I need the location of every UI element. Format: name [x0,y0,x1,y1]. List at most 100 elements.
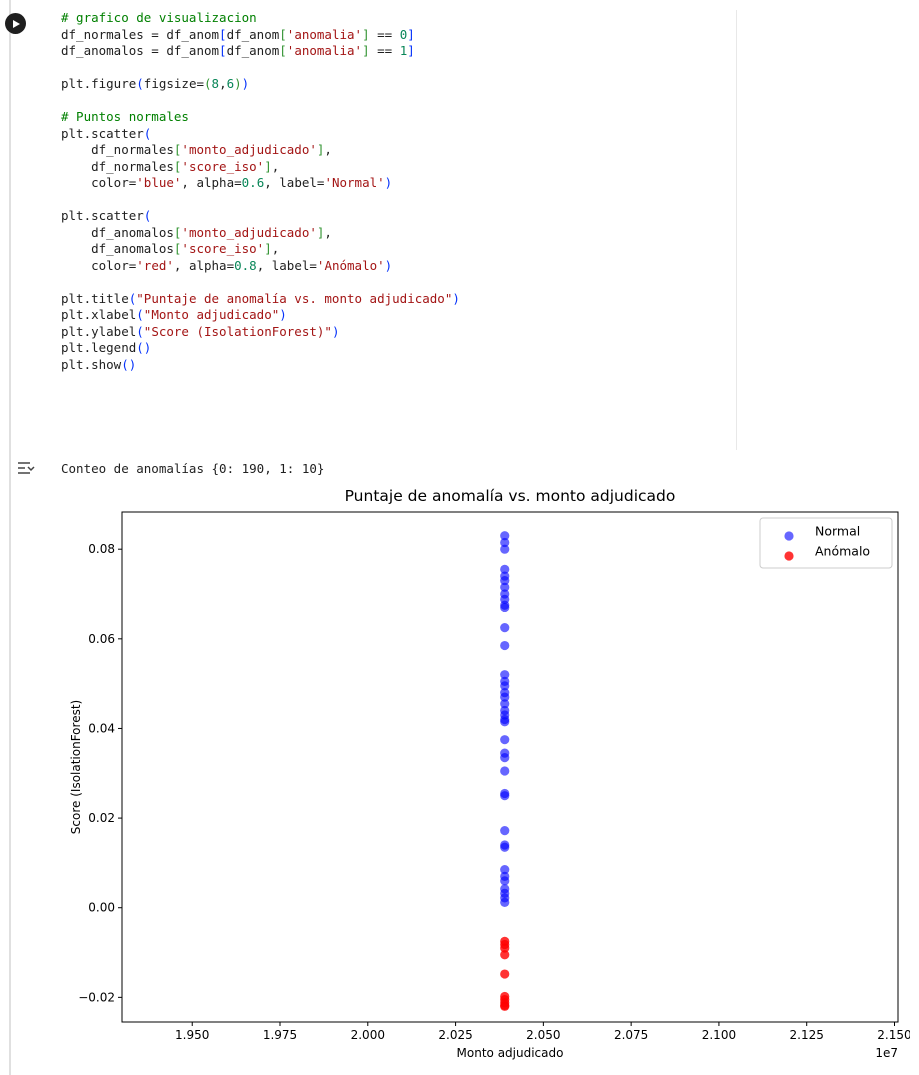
code-token: ( [204,76,212,91]
code-token: ] [316,224,325,240]
code-token: 6 [226,76,235,91]
normal-point [500,537,510,548]
code-token: ) [279,307,287,322]
normal-point [500,766,510,776]
code-token: , alpha= [181,175,242,190]
code-line: color='red', alpha=0.8, label='Anómalo') [61,258,731,275]
code-token: ] [407,26,415,42]
code-editor[interactable]: # grafico de visualizacion df_normales = … [61,10,731,450]
x-tick-label: 2.000 [351,1028,385,1042]
normal-point [500,842,510,852]
code-token: 1 [399,43,408,58]
y-tick-label: 0.04 [88,721,115,735]
code-token: , [324,142,332,157]
code-token: ] [264,158,272,174]
code-token: 'Normal' [324,175,385,190]
normal-point [500,826,510,836]
code-token: df_anomalos [61,224,174,240]
normal-point [500,791,510,801]
x-tick-label: 2.075 [614,1028,648,1042]
code-token: plt.xlabel [61,307,137,322]
code-token: == [369,26,400,42]
code-token: plt.title [61,290,129,306]
code-token: df_normales = df_anom [61,26,220,42]
normal-point [500,735,510,745]
code-token: [ [279,26,287,42]
code-token: , [271,241,280,256]
code-token: 'monto_adjudicado' [181,142,317,157]
run-cell-button[interactable] [5,13,26,34]
code-token: plt.legend [61,340,137,355]
normal-point [500,897,510,907]
code-line: # Puntos normales [61,109,731,126]
x-tick-label: 2.050 [526,1028,560,1042]
code-line [61,274,731,291]
code-line: plt.scatter( [61,208,731,225]
code-line: # grafico de visualizacion [61,10,731,27]
code-token: ( [136,76,144,91]
code-line: df_normales['score_iso'], [61,159,731,176]
code-token: ) [452,290,460,306]
code-token: df_anomalos [61,241,174,256]
code-token: 'red' [136,257,174,273]
code-line: plt.ylabel("Score (IsolationForest)") [61,324,731,341]
x-tick-label: 2.125 [790,1028,824,1042]
code-token: df_normales [61,158,174,174]
y-tick-label: 0.06 [88,632,115,646]
code-token: , label= [264,175,325,190]
y-tick-label: 0.08 [88,542,115,556]
code-token: "Score (IsolationForest)" [143,323,332,339]
code-token: () [121,356,137,372]
code-line: plt.show() [61,357,731,374]
normal-point [500,699,510,709]
code-token: [ [173,142,182,157]
code-token: [ [173,158,182,174]
y-tick-label: −0.02 [78,990,115,1004]
code-line: color='blue', alpha=0.6, label='Normal') [61,175,731,192]
cell-gutter [0,0,46,455]
x-tick-label: 1.975 [263,1028,297,1042]
code-token: ) [234,76,242,91]
code-token: ( [143,208,152,223]
code-token: ] [362,43,370,58]
code-token: 8 [211,76,220,91]
code-token: , alpha= [173,257,235,273]
normal-point [500,865,510,875]
code-token: 'score_iso' [181,241,265,256]
code-token: ] [407,43,415,58]
normal-point [500,681,510,691]
code-line: plt.title("Puntaje de anomalía vs. monto… [61,291,731,308]
code-token: ) [331,323,340,339]
code-token: # grafico de visualizacion [61,10,257,25]
code-token: color= [61,175,137,190]
normal-point [500,544,510,554]
code-line: plt.legend() [61,340,731,357]
code-line: df_anomalos['score_iso'], [61,241,731,258]
code-token: "Puntaje de anomalía vs. monto adjudicad… [136,290,453,306]
code-line: df_normales['monto_adjudicado'], [61,142,731,159]
output-collapse-icon[interactable] [17,460,35,476]
code-token: ) [241,76,250,91]
chart-title: Puntaje de anomalía vs. monto adjudicado [345,487,676,505]
code-token: () [136,340,152,355]
code-token: ( [143,125,152,141]
code-token: [ [219,43,227,58]
anomalo-point [500,950,510,960]
code-token: df_anom [226,43,280,58]
code-token: 'monto_adjudicado' [181,224,317,240]
code-token: 'anomalia' [286,43,363,58]
x-tick-label: 2.150 [877,1028,910,1042]
code-token: [ [279,43,287,58]
code-token: , label= [256,257,317,273]
normal-point [500,876,510,886]
normal-point [500,623,510,633]
normal-point [500,602,510,613]
x-tick-label: 1.950 [175,1028,209,1042]
code-token: , [219,76,227,91]
code-token: 'blue' [136,175,182,190]
code-line: plt.xlabel("Monto adjudicado") [61,307,731,324]
code-token: , [271,158,280,174]
code-token: ( [136,307,144,322]
code-token: 'Anómalo' [316,257,385,273]
code-token: ) [384,175,393,190]
